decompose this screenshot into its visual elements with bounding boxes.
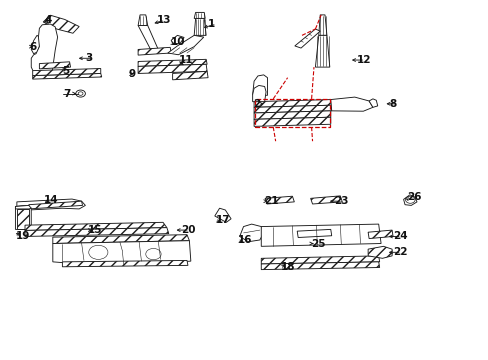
Polygon shape <box>239 224 263 242</box>
Polygon shape <box>264 196 294 204</box>
Polygon shape <box>17 199 85 210</box>
Text: 18: 18 <box>280 262 295 273</box>
Polygon shape <box>194 18 206 35</box>
Text: 21: 21 <box>263 196 278 206</box>
Polygon shape <box>367 230 392 239</box>
Text: 24: 24 <box>392 231 407 242</box>
Text: 22: 22 <box>392 247 407 257</box>
Text: 1: 1 <box>208 19 215 29</box>
Polygon shape <box>194 12 205 18</box>
Polygon shape <box>33 73 102 79</box>
Polygon shape <box>252 85 265 102</box>
Text: 23: 23 <box>333 196 347 206</box>
Polygon shape <box>31 24 58 78</box>
Text: 8: 8 <box>389 99 396 109</box>
Polygon shape <box>29 201 82 209</box>
Text: 14: 14 <box>44 195 59 206</box>
Text: 11: 11 <box>178 55 192 65</box>
Polygon shape <box>403 195 416 206</box>
Polygon shape <box>297 229 331 238</box>
Polygon shape <box>138 26 158 51</box>
Polygon shape <box>214 208 231 222</box>
Text: 26: 26 <box>407 192 421 202</box>
Polygon shape <box>138 59 207 66</box>
Polygon shape <box>172 71 208 80</box>
Polygon shape <box>43 15 79 33</box>
Text: 2: 2 <box>252 99 259 109</box>
Text: 6: 6 <box>30 42 37 51</box>
Text: 7: 7 <box>63 89 71 99</box>
Text: 3: 3 <box>85 53 92 63</box>
Polygon shape <box>310 196 342 204</box>
Polygon shape <box>254 117 330 126</box>
Text: 15: 15 <box>87 225 102 235</box>
Polygon shape <box>16 206 31 229</box>
Polygon shape <box>53 235 189 243</box>
Polygon shape <box>25 228 168 237</box>
Polygon shape <box>62 260 187 267</box>
Polygon shape <box>367 246 391 258</box>
Polygon shape <box>330 97 372 111</box>
Text: 5: 5 <box>62 66 69 76</box>
Polygon shape <box>167 35 203 55</box>
Polygon shape <box>368 99 377 107</box>
Polygon shape <box>17 209 29 229</box>
Polygon shape <box>31 35 40 54</box>
Polygon shape <box>261 262 379 270</box>
Text: 17: 17 <box>215 215 230 225</box>
Polygon shape <box>261 256 379 264</box>
Polygon shape <box>25 222 166 230</box>
Text: 16: 16 <box>238 235 252 245</box>
Polygon shape <box>138 15 147 26</box>
Text: 9: 9 <box>128 69 135 79</box>
Text: 4: 4 <box>44 15 51 25</box>
Polygon shape <box>171 35 184 44</box>
Polygon shape <box>40 62 70 69</box>
Polygon shape <box>254 111 330 119</box>
Text: 12: 12 <box>356 55 370 65</box>
Polygon shape <box>254 105 331 113</box>
Text: 19: 19 <box>16 231 30 242</box>
Polygon shape <box>252 75 267 95</box>
Text: 25: 25 <box>310 239 325 248</box>
Polygon shape <box>315 35 329 67</box>
Polygon shape <box>261 224 380 246</box>
Polygon shape <box>294 29 320 48</box>
Polygon shape <box>318 15 326 35</box>
Polygon shape <box>254 100 331 107</box>
Polygon shape <box>53 241 190 265</box>
Polygon shape <box>138 64 207 73</box>
Polygon shape <box>138 48 171 55</box>
Polygon shape <box>16 206 31 209</box>
Text: 20: 20 <box>181 225 195 235</box>
Text: 13: 13 <box>156 15 170 25</box>
Text: 10: 10 <box>171 37 185 48</box>
Polygon shape <box>33 68 101 76</box>
